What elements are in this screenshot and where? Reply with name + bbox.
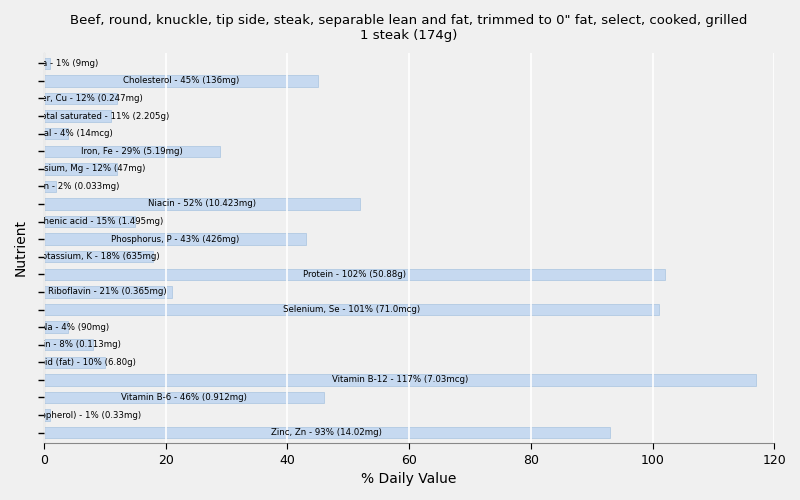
Text: Vitamin B-12 - 117% (7.03mcg): Vitamin B-12 - 117% (7.03mcg) xyxy=(332,376,468,384)
Bar xyxy=(44,146,220,157)
Text: Vitamin E (alpha-tocopherol) - 1% (0.33mg): Vitamin E (alpha-tocopherol) - 1% (0.33m… xyxy=(0,410,141,420)
Bar xyxy=(44,339,93,350)
Bar xyxy=(44,93,117,104)
Bar xyxy=(44,234,306,245)
Title: Beef, round, knuckle, tip side, steak, separable lean and fat, trimmed to 0" fat: Beef, round, knuckle, tip side, steak, s… xyxy=(70,14,748,42)
Bar xyxy=(44,128,68,140)
Text: Pantothenic acid - 15% (1.495mg): Pantothenic acid - 15% (1.495mg) xyxy=(16,217,163,226)
X-axis label: % Daily Value: % Daily Value xyxy=(362,472,457,486)
Text: Selenium, Se - 101% (71.0mcg): Selenium, Se - 101% (71.0mcg) xyxy=(282,305,420,314)
Bar xyxy=(44,286,172,298)
Text: Cholesterol - 45% (136mg): Cholesterol - 45% (136mg) xyxy=(122,76,239,86)
Bar xyxy=(44,180,56,192)
Bar xyxy=(44,322,68,333)
Bar xyxy=(44,374,756,386)
Y-axis label: Nutrient: Nutrient xyxy=(14,220,28,276)
Bar xyxy=(44,110,111,122)
Bar xyxy=(44,392,324,403)
Bar xyxy=(44,163,117,174)
Bar xyxy=(44,251,154,262)
Bar xyxy=(44,216,135,228)
Bar xyxy=(44,58,50,69)
Bar xyxy=(44,268,665,280)
Text: Iron, Fe - 29% (5.19mg): Iron, Fe - 29% (5.19mg) xyxy=(82,146,183,156)
Bar xyxy=(44,75,318,86)
Bar xyxy=(44,198,360,209)
Text: Folate, total - 4% (14mcg): Folate, total - 4% (14mcg) xyxy=(0,129,113,138)
Text: Thiamin - 8% (0.113mg): Thiamin - 8% (0.113mg) xyxy=(16,340,121,349)
Bar xyxy=(44,427,610,438)
Text: Magnesium, Mg - 12% (47mg): Magnesium, Mg - 12% (47mg) xyxy=(15,164,146,173)
Text: Sodium, Na - 4% (90mg): Sodium, Na - 4% (90mg) xyxy=(3,322,109,332)
Text: Niacin - 52% (10.423mg): Niacin - 52% (10.423mg) xyxy=(148,200,256,208)
Text: Calcium, Ca - 1% (9mg): Calcium, Ca - 1% (9mg) xyxy=(0,59,98,68)
Text: Copper, Cu - 12% (0.247mg): Copper, Cu - 12% (0.247mg) xyxy=(18,94,142,103)
Text: Zinc, Zn - 93% (14.02mg): Zinc, Zn - 93% (14.02mg) xyxy=(271,428,382,437)
Bar xyxy=(44,304,658,315)
Text: Protein - 102% (50.88g): Protein - 102% (50.88g) xyxy=(302,270,406,279)
Text: Vitamin B-6 - 46% (0.912mg): Vitamin B-6 - 46% (0.912mg) xyxy=(121,393,246,402)
Text: Riboflavin - 21% (0.365mg): Riboflavin - 21% (0.365mg) xyxy=(49,288,167,296)
Text: Total lipid (fat) - 10% (6.80g): Total lipid (fat) - 10% (6.80g) xyxy=(12,358,136,367)
Text: Phosphorus, P - 43% (426mg): Phosphorus, P - 43% (426mg) xyxy=(110,234,239,244)
Text: Manganese, Mn - 2% (0.033mg): Manganese, Mn - 2% (0.033mg) xyxy=(0,182,119,191)
Text: Fatty acids, total saturated - 11% (2.205g): Fatty acids, total saturated - 11% (2.20… xyxy=(0,112,169,120)
Text: Potassium, K - 18% (635mg): Potassium, K - 18% (635mg) xyxy=(38,252,160,262)
Bar xyxy=(44,356,105,368)
Bar xyxy=(44,410,50,420)
